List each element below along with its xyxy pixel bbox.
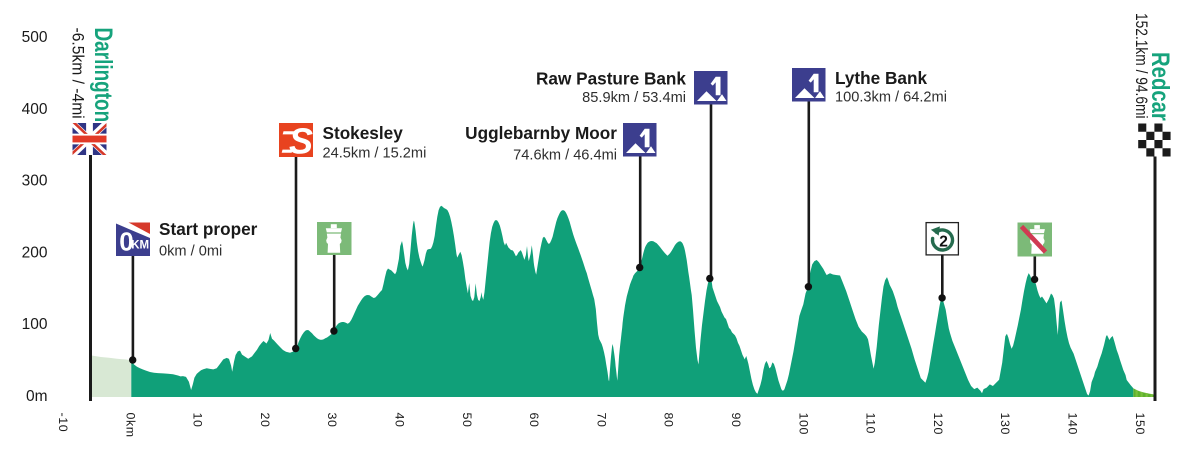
svg-text:-10: -10 xyxy=(56,413,70,433)
svg-text:0km / 0mi: 0km / 0mi xyxy=(159,244,222,260)
svg-text:Lythe Bank: Lythe Bank xyxy=(835,68,927,88)
svg-text:Darlington: Darlington xyxy=(89,28,117,123)
svg-text:20: 20 xyxy=(258,413,272,428)
svg-text:50: 50 xyxy=(460,413,474,428)
svg-text:150: 150 xyxy=(1133,413,1147,435)
svg-text:0m: 0m xyxy=(26,388,48,405)
svg-text:100: 100 xyxy=(22,316,48,333)
svg-text:40: 40 xyxy=(393,413,407,428)
svg-text:100: 100 xyxy=(796,413,810,435)
svg-text:152.1km / 94.6mi: 152.1km / 94.6mi xyxy=(1132,13,1151,119)
svg-text:90: 90 xyxy=(729,413,743,428)
svg-text:Ugglebarnby Moor: Ugglebarnby Moor xyxy=(465,123,617,143)
svg-text:-6.5km / -4mi: -6.5km / -4mi xyxy=(68,28,87,119)
svg-text:0: 0 xyxy=(119,227,133,257)
svg-text:Raw Pasture Bank: Raw Pasture Bank xyxy=(536,68,686,88)
svg-text:24.5km / 15.2mi: 24.5km / 15.2mi xyxy=(323,145,427,161)
svg-text:30: 30 xyxy=(325,413,339,428)
svg-text:200: 200 xyxy=(22,244,48,261)
svg-text:S: S xyxy=(289,121,313,162)
svg-text:100.3km / 64.2mi: 100.3km / 64.2mi xyxy=(835,89,947,105)
svg-text:KM: KM xyxy=(131,239,149,251)
svg-text:10: 10 xyxy=(191,413,205,428)
svg-text:140: 140 xyxy=(1066,413,1080,435)
svg-text:80: 80 xyxy=(662,413,676,428)
svg-text:70: 70 xyxy=(594,413,608,428)
svg-text:60: 60 xyxy=(527,413,541,428)
svg-text:400: 400 xyxy=(22,101,48,118)
svg-text:110: 110 xyxy=(864,413,878,435)
svg-text:2: 2 xyxy=(939,233,948,250)
svg-text:300: 300 xyxy=(22,173,48,190)
svg-text:120: 120 xyxy=(931,413,945,435)
svg-text:Stokesley: Stokesley xyxy=(323,123,404,143)
svg-text:500: 500 xyxy=(22,29,48,46)
svg-text:Redcar: Redcar xyxy=(1147,52,1176,121)
svg-text:130: 130 xyxy=(998,413,1012,435)
svg-text:Start proper: Start proper xyxy=(159,219,258,239)
svg-text:74.6km / 46.4mi: 74.6km / 46.4mi xyxy=(513,147,617,163)
svg-text:85.9km / 53.4mi: 85.9km / 53.4mi xyxy=(582,90,686,106)
svg-text:0km: 0km xyxy=(123,413,137,438)
